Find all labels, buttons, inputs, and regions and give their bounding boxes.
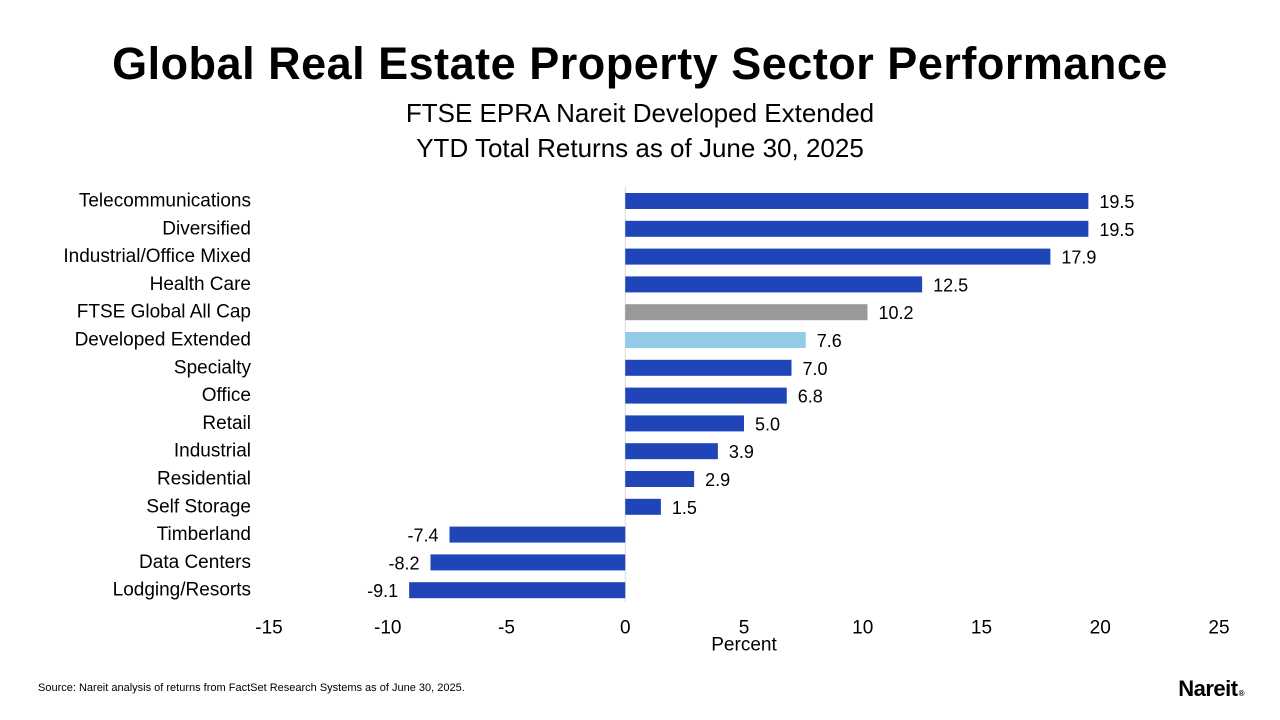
category-label-1: Diversified bbox=[162, 218, 251, 239]
value-label-6: 7.0 bbox=[803, 359, 828, 379]
category-label-10: Residential bbox=[157, 469, 251, 490]
chart-title: Global Real Estate Property Sector Perfo… bbox=[112, 38, 1168, 89]
bar-7 bbox=[625, 387, 787, 404]
x-tick-label-2: -5 bbox=[498, 618, 515, 639]
value-label-8: 5.0 bbox=[755, 414, 780, 434]
bar-0 bbox=[625, 193, 1089, 209]
category-label-8: Retail bbox=[202, 413, 251, 434]
value-label-10: 2.9 bbox=[705, 470, 730, 490]
value-label-9: 3.9 bbox=[729, 442, 754, 462]
value-label-7: 6.8 bbox=[798, 387, 823, 407]
category-label-13: Data Centers bbox=[139, 552, 251, 573]
bar-2 bbox=[625, 248, 1051, 265]
x-axis-label: Percent bbox=[711, 635, 777, 656]
registered-mark: ® bbox=[1238, 689, 1245, 698]
bar-6 bbox=[625, 359, 792, 376]
category-label-11: Self Storage bbox=[146, 496, 251, 517]
category-label-7: Office bbox=[202, 385, 251, 406]
category-label-6: Specialty bbox=[174, 357, 252, 378]
x-tick-label-5: 10 bbox=[852, 618, 873, 639]
chart-subtitle-line-2: YTD Total Returns as of June 30, 2025 bbox=[416, 133, 864, 163]
nareit-logo: Nareit® bbox=[1178, 676, 1244, 702]
bar-12 bbox=[449, 526, 626, 543]
value-label-0: 19.5 bbox=[1099, 192, 1134, 212]
value-label-1: 19.5 bbox=[1099, 220, 1134, 240]
x-tick-label-0: -15 bbox=[255, 618, 282, 639]
bar-11 bbox=[625, 498, 661, 515]
logo-text: Nareit bbox=[1178, 676, 1238, 701]
bar-8 bbox=[625, 415, 744, 432]
bar-3 bbox=[625, 276, 923, 293]
category-label-12: Timberland bbox=[157, 524, 251, 545]
value-label-14: -9.1 bbox=[367, 581, 398, 601]
value-label-11: 1.5 bbox=[672, 498, 697, 518]
category-label-14: Lodging/Resorts bbox=[113, 580, 251, 601]
category-label-9: Industrial bbox=[174, 441, 251, 462]
bar-4 bbox=[625, 304, 868, 321]
value-label-13: -8.2 bbox=[388, 553, 419, 573]
x-tick-label-8: 25 bbox=[1208, 618, 1229, 639]
value-label-3: 12.5 bbox=[933, 275, 968, 295]
bar-1 bbox=[625, 220, 1089, 237]
bar-9 bbox=[625, 443, 718, 460]
x-tick-label-7: 20 bbox=[1090, 618, 1111, 639]
x-tick-label-3: 0 bbox=[620, 618, 631, 639]
value-label-2: 17.9 bbox=[1061, 248, 1096, 268]
category-label-4: FTSE Global All Cap bbox=[77, 302, 251, 323]
category-label-2: Industrial/Office Mixed bbox=[63, 246, 251, 267]
source-note: Source: Nareit analysis of returns from … bbox=[38, 682, 465, 694]
value-label-5: 7.6 bbox=[817, 331, 842, 351]
x-tick-label-6: 15 bbox=[971, 618, 992, 639]
category-label-3: Health Care bbox=[150, 274, 251, 295]
value-label-12: -7.4 bbox=[407, 526, 438, 546]
bar-14 bbox=[409, 582, 626, 599]
x-tick-label-4: 5 bbox=[739, 618, 750, 639]
bar-13 bbox=[430, 554, 626, 571]
bar-5 bbox=[625, 332, 806, 348]
bar-10 bbox=[625, 471, 695, 487]
category-label-5: Developed Extended bbox=[75, 330, 251, 351]
value-label-4: 10.2 bbox=[879, 303, 914, 323]
x-tick-label-1: -10 bbox=[374, 618, 401, 639]
category-label-0: Telecommunications bbox=[79, 191, 251, 212]
chart-subtitle-line-1: FTSE EPRA Nareit Developed Extended bbox=[405, 98, 875, 128]
